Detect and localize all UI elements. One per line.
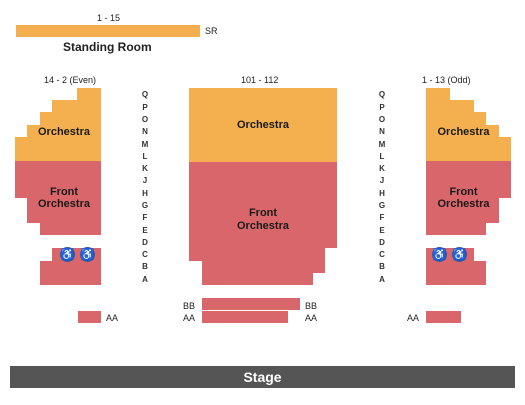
left-orchestra-label: Orchestra xyxy=(38,126,90,138)
row-letter: L xyxy=(142,152,148,161)
stage: Stage xyxy=(10,366,515,388)
center-orchestra-block[interactable] xyxy=(189,88,337,162)
right-front-label-1: Front xyxy=(449,186,478,198)
right-section-header: 1 - 13 (Odd) xyxy=(422,75,471,85)
center-row-bb[interactable] xyxy=(202,298,300,310)
left-row-j[interactable] xyxy=(15,174,101,186)
row-letter: G xyxy=(141,201,149,210)
left-row-q[interactable] xyxy=(77,88,101,100)
left-row-g[interactable] xyxy=(27,198,101,210)
center-aa-right-label: AA xyxy=(305,313,318,323)
left-row-o[interactable] xyxy=(40,112,101,125)
left-row-h[interactable] xyxy=(15,186,101,198)
right-row-g[interactable] xyxy=(426,198,499,210)
row-letter: N xyxy=(379,127,385,136)
left-row-k[interactable] xyxy=(15,161,101,174)
left-row-n[interactable] xyxy=(27,125,101,137)
wheelchair-icon[interactable]: ♿ xyxy=(432,247,447,262)
left-row-a[interactable] xyxy=(40,273,101,285)
row-letter: F xyxy=(142,213,148,222)
row-letter: C xyxy=(142,250,148,259)
row-letter: C xyxy=(379,250,385,259)
standing-room-code: SR xyxy=(205,26,218,36)
right-row-q[interactable] xyxy=(426,88,450,100)
row-letter: J xyxy=(379,176,385,185)
right-aa-label: AA xyxy=(407,313,420,323)
standing-room-range: 1 - 15 xyxy=(97,13,121,23)
right-row-k[interactable] xyxy=(426,161,511,174)
row-letter: K xyxy=(142,164,148,173)
left-row-b[interactable] xyxy=(40,261,101,273)
left-section-header: 14 - 2 (Even) xyxy=(44,75,97,85)
right-orchestra-label: Orchestra xyxy=(437,126,490,138)
row-letter: P xyxy=(142,103,148,112)
row-letter: P xyxy=(379,103,385,112)
right-row-e[interactable] xyxy=(426,223,486,235)
left-row-m[interactable] xyxy=(15,137,101,149)
row-letter: A xyxy=(379,275,385,284)
row-letter: M xyxy=(378,140,386,149)
row-letter: E xyxy=(379,226,385,235)
row-letter: O xyxy=(141,115,149,124)
left-aa-label: AA xyxy=(106,313,119,323)
right-row-f[interactable] xyxy=(426,210,499,223)
row-letter: M xyxy=(141,140,149,149)
right-front-label-2: Orchestra xyxy=(437,198,490,210)
row-letter: H xyxy=(142,189,148,198)
left-row-aa[interactable] xyxy=(78,311,101,323)
center-row-b[interactable] xyxy=(202,261,325,273)
standing-room-section[interactable] xyxy=(16,25,200,37)
center-front-label-2: Orchestra xyxy=(237,220,289,232)
wheelchair-icon[interactable]: ♿ xyxy=(452,247,467,262)
row-letter: H xyxy=(379,189,385,198)
standing-room-label: Standing Room xyxy=(63,40,152,54)
left-front-label-1: Front xyxy=(49,186,79,198)
row-letter: Q xyxy=(141,90,149,99)
row-letter: F xyxy=(379,213,385,222)
right-row-h[interactable] xyxy=(426,186,511,198)
left-front-label-2: Orchestra xyxy=(38,198,90,210)
row-letter: B xyxy=(142,262,148,271)
wheelchair-icon[interactable]: ♿ xyxy=(80,247,95,262)
right-row-aa[interactable] xyxy=(426,311,461,323)
right-row-j[interactable] xyxy=(426,174,511,186)
center-aa-left-label: AA xyxy=(183,313,196,323)
right-row-b[interactable] xyxy=(426,261,486,273)
row-letter: D xyxy=(142,238,148,247)
right-row-l[interactable] xyxy=(426,149,511,161)
left-row-l[interactable] xyxy=(15,149,101,161)
right-row-p[interactable] xyxy=(426,100,474,112)
row-letter: B xyxy=(379,262,385,271)
left-row-e[interactable] xyxy=(40,223,101,235)
row-letter: A xyxy=(142,275,148,284)
row-letter: Q xyxy=(378,90,386,99)
center-row-a[interactable] xyxy=(202,273,313,285)
center-front-orchestra-block[interactable] xyxy=(189,162,337,248)
row-letter: N xyxy=(142,127,148,136)
right-row-m[interactable] xyxy=(426,137,511,149)
row-letter: J xyxy=(142,176,148,185)
center-front-label-1: Front xyxy=(248,207,278,219)
center-bb-left-label: BB xyxy=(183,301,196,311)
center-orchestra-label: Orchestra xyxy=(237,119,289,131)
row-letter: L xyxy=(379,152,385,161)
left-row-f[interactable] xyxy=(27,210,101,223)
row-letter: D xyxy=(379,238,385,247)
wheelchair-icon[interactable]: ♿ xyxy=(60,247,75,262)
center-section-header: 101 - 112 xyxy=(241,75,279,85)
right-row-o[interactable] xyxy=(426,112,486,125)
center-bb-right-label: BB xyxy=(305,301,318,311)
right-row-n[interactable] xyxy=(426,125,499,137)
row-letter: E xyxy=(142,226,148,235)
right-row-a[interactable] xyxy=(426,273,486,285)
center-row-c[interactable] xyxy=(189,248,325,261)
row-letter: K xyxy=(379,164,385,173)
center-row-aa[interactable] xyxy=(202,311,288,323)
left-row-p[interactable] xyxy=(52,100,101,112)
row-letter: O xyxy=(378,115,386,124)
row-letter: G xyxy=(378,201,386,210)
